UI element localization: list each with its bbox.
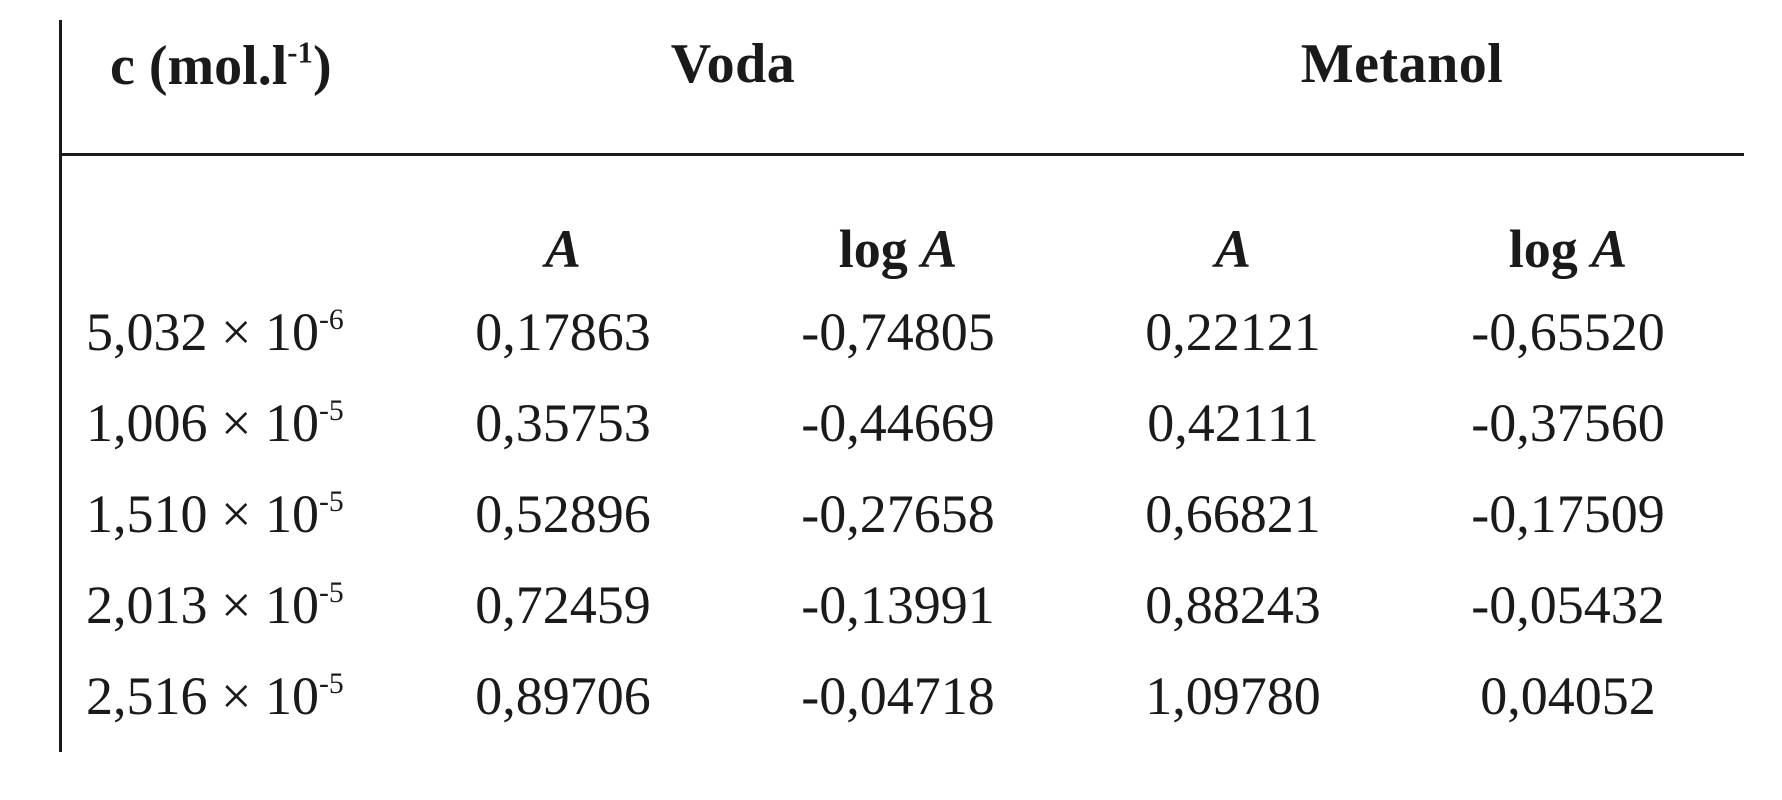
concentration-exponent: -5 [318, 577, 344, 610]
subheader-water-log-a: log A [839, 222, 958, 276]
concentration-mantissa: 5,032 × 10 [86, 302, 319, 362]
concentration-mantissa: 2,516 × 10 [86, 666, 319, 726]
cell-water-log-a: -0,13991 [801, 575, 995, 635]
cell-concentration: 2,516 × 10-5 [86, 669, 344, 723]
cell-water-a: 0,35753 [475, 393, 651, 453]
concentration-header-close: ) [312, 35, 332, 97]
concentration-mantissa: 1,510 × 10 [86, 484, 319, 544]
cell-concentration: 1,510 × 10-5 [86, 487, 344, 541]
cell-water-a: 0,72459 [475, 575, 651, 635]
subheader-methanol-log-prefix: log [1508, 219, 1592, 279]
cell-methanol-a: 0,42111 [1147, 393, 1319, 453]
concentration-mantissa: 1,006 × 10 [86, 393, 319, 453]
subheader-water-log-prefix: log [838, 219, 922, 279]
cell-water-log-a: -0,27658 [801, 484, 995, 544]
cell-methanol-a: 0,22121 [1145, 302, 1321, 362]
concentration-header-exponent: -1 [287, 35, 313, 70]
cell-concentration: 5,032 × 10-6 [86, 305, 344, 359]
subheader-methanol-a: A [1214, 219, 1252, 279]
cell-methanol-a: 0,66821 [1145, 484, 1321, 544]
group-header-water: Voda [670, 33, 796, 95]
subheader-water-log-var: A [921, 219, 958, 279]
group-header-methanol: Metanol [1300, 33, 1504, 95]
subheader-water-a: A [544, 219, 582, 279]
cell-methanol-a: 1,09780 [1145, 666, 1321, 726]
cell-concentration: 1,006 × 10-5 [86, 396, 344, 450]
concentration-exponent: -5 [318, 395, 344, 428]
cell-water-log-a: -0,04718 [801, 666, 995, 726]
cell-methanol-a: 0,88243 [1145, 575, 1321, 635]
header-rule [59, 153, 1744, 156]
cell-methanol-log-a: -0,65520 [1471, 302, 1665, 362]
cell-water-log-a: -0,44669 [801, 393, 995, 453]
subheader-methanol-log-var: A [1591, 219, 1628, 279]
cell-water-a: 0,52896 [475, 484, 651, 544]
concentration-exponent: -6 [318, 304, 344, 337]
cell-water-a: 0,89706 [475, 666, 651, 726]
cell-concentration: 2,013 × 10-5 [86, 578, 344, 632]
cell-methanol-log-a: 0,04052 [1480, 666, 1656, 726]
cell-water-log-a: -0,74805 [801, 302, 995, 362]
concentration-exponent: -5 [318, 486, 344, 519]
cell-methanol-log-a: -0,17509 [1471, 484, 1665, 544]
subheader-methanol-log-a: log A [1509, 222, 1628, 276]
concentration-header: c (mol.l-1) [110, 35, 332, 97]
concentration-header-label: c (mol.l [110, 35, 288, 97]
concentration-exponent: -5 [318, 668, 344, 701]
vertical-rule [59, 20, 62, 752]
cell-methanol-log-a: -0,37560 [1471, 393, 1665, 453]
concentration-mantissa: 2,013 × 10 [86, 575, 319, 635]
cell-water-a: 0,17863 [475, 302, 651, 362]
cell-methanol-log-a: -0,05432 [1471, 575, 1665, 635]
